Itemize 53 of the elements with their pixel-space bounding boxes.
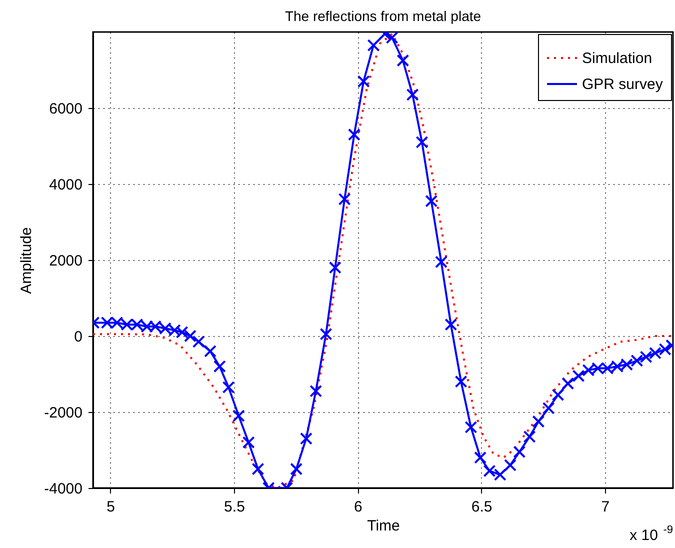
x-axis-title: Time [367,518,400,534]
x-tick-label: 6.5 [471,498,492,516]
point [310,384,322,398]
y-tick-label: -4000 [44,480,82,498]
x-tick-label: 5 [106,498,115,516]
point [542,402,555,414]
x-tick-label: 7 [601,498,610,516]
legend-label: GPR survey [582,76,664,93]
point [435,256,448,268]
y-tick-label: 2000 [49,252,82,270]
point [328,261,342,274]
y-tick-label: 4000 [49,176,82,194]
y-tick-label: 0 [74,328,82,346]
point [338,192,351,206]
point [348,128,360,141]
point [184,330,196,342]
point [213,360,226,373]
point [204,344,216,358]
y-tick-label: 6000 [49,100,82,118]
point [406,88,419,101]
point [357,75,370,88]
point [513,446,526,458]
point [532,415,545,428]
point [454,375,468,388]
point [523,430,536,443]
legend-label: Simulation [582,50,652,67]
x-tick-label: 6 [354,498,362,516]
y-tick-label: -2000 [44,404,82,422]
point [444,318,458,331]
text: x 10-9 [630,524,673,544]
point [232,410,245,422]
point [504,458,516,472]
point [242,436,255,449]
point [290,462,303,476]
x-tick-label: 5.5 [224,498,245,516]
point [474,451,487,464]
point [396,54,410,67]
point [425,194,438,208]
point [562,377,574,390]
point [300,432,312,445]
chart-title: The reflections from metal plate [284,8,482,24]
point [222,381,235,394]
point [416,136,428,148]
point [464,420,478,434]
point [572,370,585,382]
point [552,388,564,402]
point [192,335,205,348]
point [640,350,652,364]
point [386,32,398,44]
point [320,328,332,340]
y-axis-title: Amplitude [18,227,36,294]
point [252,462,264,476]
point [367,39,380,52]
